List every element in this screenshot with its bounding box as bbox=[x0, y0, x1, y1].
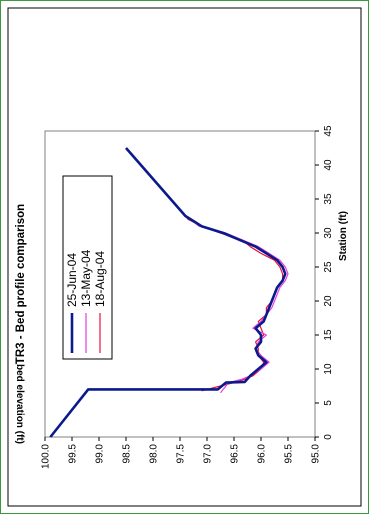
y-axis-label: bed elevation (ft) bbox=[14, 364, 25, 444]
chart-title: TR3 - Bed profile comparison bbox=[15, 204, 27, 364]
x-tick-label: 40 bbox=[323, 159, 334, 171]
y-tick-label: 98.5 bbox=[122, 444, 133, 464]
y-tick-label: 96.0 bbox=[257, 444, 268, 464]
x-tick-label: 0 bbox=[323, 434, 334, 440]
legend-label-2: 13-May-04 bbox=[79, 249, 93, 307]
y-tick-label: 95.5 bbox=[284, 444, 295, 464]
y-tick-label: 97.5 bbox=[176, 444, 187, 464]
y-tick-label: 100.0 bbox=[41, 444, 52, 469]
x-tick-label: 30 bbox=[323, 227, 334, 239]
x-tick-label: 10 bbox=[323, 363, 334, 375]
x-tick-label: 20 bbox=[323, 295, 334, 307]
legend-label-3: 18-Aug-04 bbox=[93, 251, 107, 307]
x-tick-label: 45 bbox=[323, 125, 334, 137]
y-tick-label: 99.5 bbox=[68, 444, 79, 464]
y-tick-label: 99.0 bbox=[95, 444, 106, 464]
x-tick-label: 15 bbox=[323, 329, 334, 341]
x-axis-label: Station (ft) bbox=[338, 211, 349, 261]
y-tick-label: 96.5 bbox=[230, 444, 241, 464]
x-tick-label: 5 bbox=[323, 400, 334, 406]
x-tick-label: 35 bbox=[323, 193, 334, 205]
y-tick-label: 98.0 bbox=[149, 444, 160, 464]
legend: 25-Jun-04 13-May-04 18-Aug-04 bbox=[62, 175, 113, 360]
y-tick-label: 97.0 bbox=[203, 444, 214, 464]
series-line-1 bbox=[49, 147, 287, 438]
y-tick-label: 95.0 bbox=[311, 444, 322, 464]
legend-label-1: 25-Jun-04 bbox=[65, 253, 79, 307]
x-tick-label: 25 bbox=[323, 261, 334, 273]
